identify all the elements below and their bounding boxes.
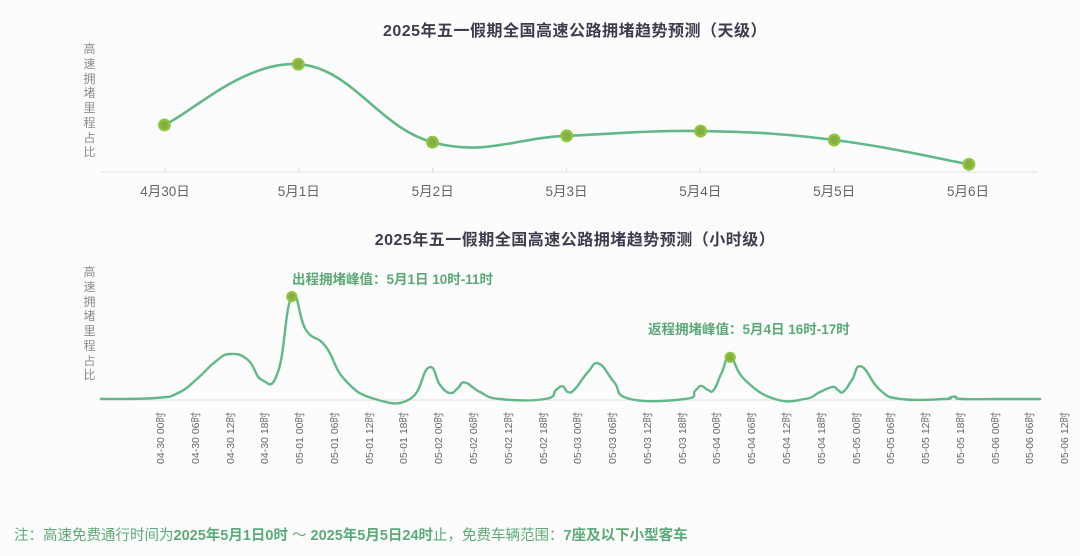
svg-text:5月1日: 5月1日 <box>278 184 320 199</box>
svg-text:返程拥堵峰值：5月4日 16时-17时: 返程拥堵峰值：5月4日 16时-17时 <box>648 321 850 337</box>
svg-text:5月5日: 5月5日 <box>813 184 855 199</box>
svg-text:5月2日: 5月2日 <box>412 184 454 199</box>
svg-text:5月3日: 5月3日 <box>545 184 587 199</box>
svg-text:出程拥堵峰值：5月1日 10时-11时: 出程拥堵峰值：5月1日 10时-11时 <box>292 271 494 287</box>
svg-text:5月4日: 5月4日 <box>679 184 721 199</box>
svg-text:5月6日: 5月6日 <box>947 184 989 199</box>
svg-text:4月30日: 4月30日 <box>140 184 190 199</box>
